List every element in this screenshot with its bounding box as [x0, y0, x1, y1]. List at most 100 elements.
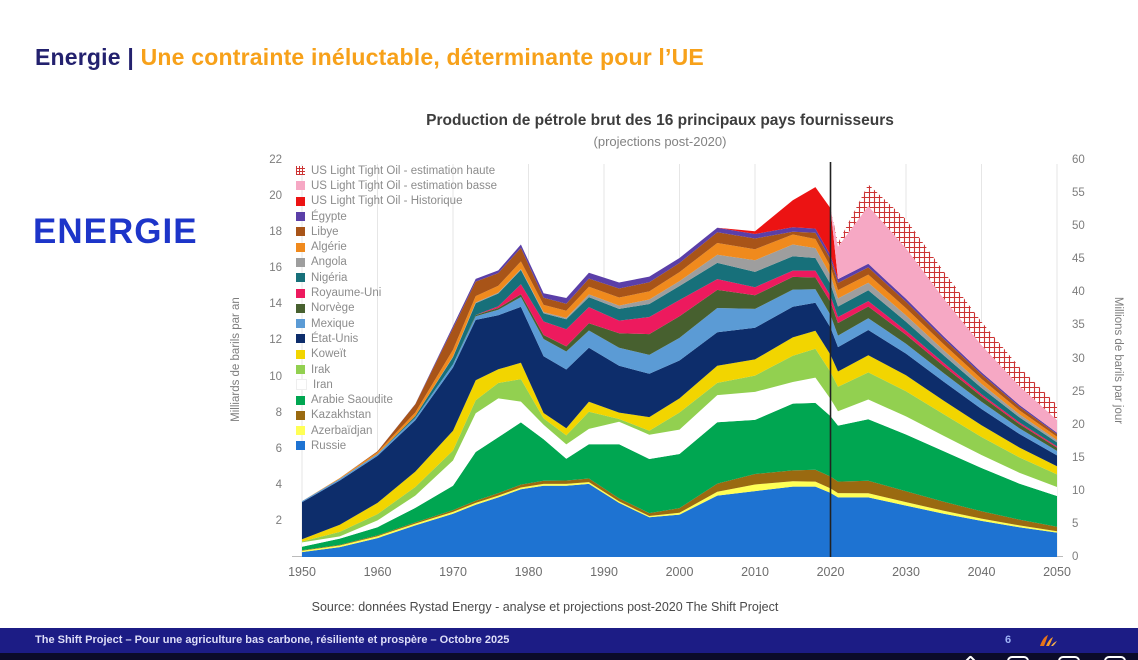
right-tick-40: 40: [1072, 286, 1085, 299]
left-axis-ticks: 2 4 6 8 10 12 14 16 18 20 22: [246, 154, 282, 557]
section-label: ENERGIE: [33, 212, 198, 251]
legend-label: Norvège: [311, 302, 355, 315]
legend-item: Royaume-Uni: [296, 285, 497, 300]
left-tick-6: 6: [275, 442, 282, 455]
footer-bar: The Shift Project – Pour une agriculture…: [0, 628, 1138, 653]
legend-item: Russie: [296, 438, 497, 453]
x-tick-2020: 2020: [816, 565, 845, 579]
legend-label: Irak: [311, 363, 331, 376]
legend-marker-icon: [296, 349, 305, 359]
x-tick-2030: 2030: [892, 565, 920, 579]
x-tick-1990: 1990: [590, 565, 618, 579]
legend-item: Irak: [296, 362, 497, 377]
legend-item: US Light Tight Oil - estimation haute: [296, 163, 497, 178]
x-tick-1980: 1980: [514, 565, 543, 579]
legend-label: Algérie: [311, 241, 347, 254]
legend-label: Royaume-Uni: [311, 287, 382, 300]
legend-item: Arabie Saoudite: [296, 392, 497, 407]
x-tick-2010: 2010: [741, 565, 769, 579]
legend-marker-icon: [296, 212, 305, 222]
legend-label: État-Unis: [311, 332, 359, 345]
legend-item: Nigéria: [296, 270, 497, 285]
legend-label: Russie: [311, 439, 347, 452]
area--tat-unis: [302, 302, 1057, 540]
legend-marker-icon: [296, 410, 305, 420]
legend-marker-icon: [296, 319, 305, 329]
legend-label: Nigéria: [311, 271, 348, 284]
left-tick-4: 4: [275, 478, 282, 491]
legend-item: Mexique: [296, 316, 497, 331]
slide-title: Energie | Une contrainte inéluctable, dé…: [35, 44, 704, 71]
area-series: [302, 184, 1057, 557]
legend-marker-icon: [296, 181, 305, 191]
area-irak: [302, 348, 1057, 543]
shift-project-logo-icon: [1040, 635, 1057, 646]
x-tick-2000: 2000: [665, 565, 694, 579]
area-kazakhstan: [302, 469, 1057, 551]
right-tick-15: 15: [1072, 451, 1085, 464]
left-tick-14: 14: [269, 298, 282, 311]
player-control-icon[interactable]: [1104, 656, 1126, 660]
legend-marker-icon: [296, 365, 305, 374]
right-tick-30: 30: [1072, 352, 1085, 365]
legend-marker-icon: [296, 242, 305, 252]
left-tick-20: 20: [269, 190, 282, 203]
x-tick-1950: 1950: [288, 565, 316, 579]
right-tick-10: 10: [1072, 484, 1085, 497]
legend-label: Kazakhstan: [311, 409, 372, 422]
legend-label: Mexique: [311, 317, 355, 330]
legend-marker-icon: [296, 426, 305, 436]
legend-item: Koweït: [296, 347, 497, 362]
legend-label: Arabie Saoudite: [311, 394, 393, 407]
legend-marker-icon: [296, 379, 307, 391]
chart-source: Source: données Rystad Energy - analyse …: [311, 600, 779, 614]
right-tick-0: 0: [1072, 551, 1079, 563]
slide-title-main: Une contrainte inéluctable, déterminante…: [140, 44, 704, 70]
right-tick-5: 5: [1072, 517, 1079, 530]
x-tick-1960: 1960: [363, 565, 392, 579]
legend-item: Norvège: [296, 301, 497, 316]
legend-item: Kazakhstan: [296, 408, 497, 423]
legend-item: US Light Tight Oil - estimation basse: [296, 178, 497, 193]
legend-marker-icon: [296, 303, 305, 313]
legend-marker-icon: [296, 395, 305, 405]
player-control-icon[interactable]: [1058, 656, 1080, 660]
area-russie: [302, 483, 1057, 557]
left-tick-16: 16: [269, 262, 282, 275]
player-control-icon[interactable]: [964, 655, 977, 660]
right-axis-ticks: 0 5 10 15 20 25 30 35 40 45 50 55 60: [1072, 154, 1106, 563]
x-axis-ticks: 1950 1960 1970 1980 1990 2000 2010 2020 2030 2040…: [288, 565, 1071, 581]
legend-marker-icon: [296, 273, 305, 283]
player-control-icon[interactable]: [1007, 656, 1029, 660]
legend-item: Algérie: [296, 239, 497, 254]
x-tick-2040: 2040: [967, 565, 996, 579]
right-axis-title: Millions de barils par jour: [1112, 296, 1124, 425]
footer-text: The Shift Project – Pour une agriculture…: [35, 634, 510, 646]
area-arabie-saoudite: [302, 402, 1057, 551]
legend-item: Libye: [296, 224, 497, 239]
right-tick-45: 45: [1072, 253, 1085, 266]
legend-label: Libye: [311, 225, 339, 238]
legend-marker-icon: [296, 196, 305, 206]
legend-label: US Light Tight Oil - Historique: [311, 195, 463, 208]
area-azerba-djan: [302, 481, 1057, 553]
legend-item: Angola: [296, 255, 497, 270]
legend-label: Iran: [313, 378, 333, 391]
legend-item: Égypte: [296, 209, 497, 224]
left-tick-8: 8: [275, 406, 282, 419]
right-tick-35: 35: [1072, 319, 1085, 332]
left-tick-18: 18: [269, 226, 282, 239]
slide-title-prefix: Energie |: [35, 44, 134, 70]
legend-marker-icon: [296, 288, 305, 298]
right-tick-20: 20: [1072, 418, 1085, 431]
left-tick-10: 10: [269, 370, 282, 383]
left-tick-2: 2: [275, 514, 282, 527]
legend-marker-icon: [296, 166, 305, 176]
stacked-area-chart: [292, 162, 1063, 557]
area-norv-ge: [302, 276, 1057, 502]
legend-marker-icon: [296, 257, 305, 267]
video-player-strip: [0, 653, 1138, 660]
chart-title: Production de pétrole brut des 16 princi…: [426, 112, 894, 129]
legend-item: Azerbaïdjan: [296, 423, 497, 438]
